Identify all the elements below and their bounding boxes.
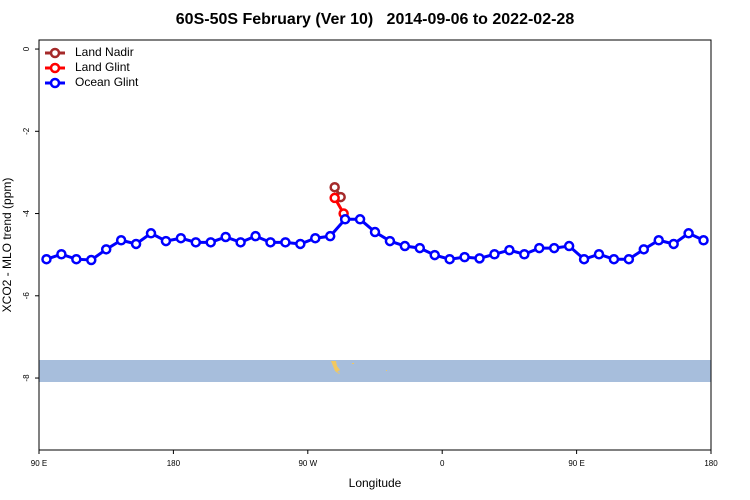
data-point bbox=[130, 238, 142, 250]
data-point bbox=[459, 251, 470, 263]
x-tick-label: 180 bbox=[167, 459, 181, 468]
data-point bbox=[86, 254, 97, 266]
data-point bbox=[295, 238, 306, 250]
data-point bbox=[280, 237, 291, 248]
x-axis-label: Longitude bbox=[349, 476, 402, 490]
y-tick-label: -6 bbox=[22, 292, 31, 300]
data-point bbox=[160, 235, 172, 247]
data-point bbox=[504, 244, 515, 256]
data-point bbox=[205, 237, 216, 248]
data-point bbox=[115, 235, 127, 246]
plot-frame bbox=[38, 39, 712, 451]
legend-marker bbox=[49, 47, 61, 59]
data-point bbox=[608, 253, 620, 265]
legend-marker bbox=[49, 77, 61, 89]
data-point bbox=[474, 253, 485, 264]
data-point bbox=[563, 240, 575, 252]
land-shape bbox=[386, 370, 387, 371]
y-axis-label: XCO2 - MLO trend (ppm) bbox=[0, 178, 14, 313]
land-shape bbox=[331, 361, 340, 374]
data-point bbox=[339, 214, 351, 225]
data-point bbox=[41, 253, 52, 265]
x-tick-label: 90 E bbox=[568, 459, 584, 468]
data-point bbox=[265, 237, 276, 248]
series-line bbox=[45, 217, 705, 262]
data-point bbox=[638, 244, 650, 255]
data-point bbox=[190, 237, 202, 248]
data-point bbox=[329, 192, 340, 204]
chart-title: 60S-50S February (Ver 10) 2014-09-06 to … bbox=[176, 11, 575, 28]
data-point bbox=[683, 228, 694, 239]
data-point bbox=[56, 249, 67, 260]
data-point bbox=[175, 232, 187, 244]
y-tick-label: 0 bbox=[22, 46, 31, 51]
y-tick-label: -4 bbox=[22, 209, 31, 217]
data-point bbox=[145, 228, 157, 239]
data-point bbox=[668, 238, 679, 250]
data-point bbox=[329, 181, 340, 193]
data-point bbox=[399, 240, 411, 252]
data-point bbox=[489, 249, 500, 260]
data-point bbox=[354, 214, 366, 225]
data-point bbox=[653, 235, 664, 246]
data-point bbox=[324, 230, 336, 242]
data-point bbox=[100, 244, 112, 255]
x-tick-label: 90 E bbox=[31, 459, 47, 468]
y-tick-label: -8 bbox=[22, 374, 31, 382]
data-point bbox=[220, 231, 231, 243]
data-point bbox=[429, 249, 440, 261]
ocean-strip bbox=[39, 360, 711, 382]
data-point bbox=[548, 242, 560, 254]
data-point bbox=[519, 249, 530, 260]
data-point bbox=[414, 242, 426, 254]
x-tick-label: 90 W bbox=[298, 459, 317, 468]
y-tick-label: -2 bbox=[22, 127, 31, 135]
data-point bbox=[310, 232, 321, 244]
data-point bbox=[698, 235, 709, 246]
data-point bbox=[534, 242, 545, 254]
land-shape bbox=[352, 363, 354, 364]
legend-label: Ocean Glint bbox=[75, 75, 139, 89]
data-point bbox=[444, 253, 455, 265]
data-point bbox=[623, 253, 635, 265]
data-point bbox=[235, 237, 246, 248]
data-point bbox=[71, 253, 82, 265]
x-tick-label: 180 bbox=[704, 459, 718, 468]
data-point bbox=[369, 226, 381, 238]
x-tick-label: 0 bbox=[440, 459, 445, 468]
data-point bbox=[384, 235, 396, 247]
map-strip bbox=[39, 360, 711, 382]
legend-label: Land Nadir bbox=[75, 45, 134, 59]
data-point bbox=[250, 230, 261, 242]
data-point bbox=[593, 249, 605, 260]
legend-label: Land Glint bbox=[75, 60, 130, 74]
data-point bbox=[578, 253, 590, 265]
legend-marker bbox=[49, 62, 61, 74]
